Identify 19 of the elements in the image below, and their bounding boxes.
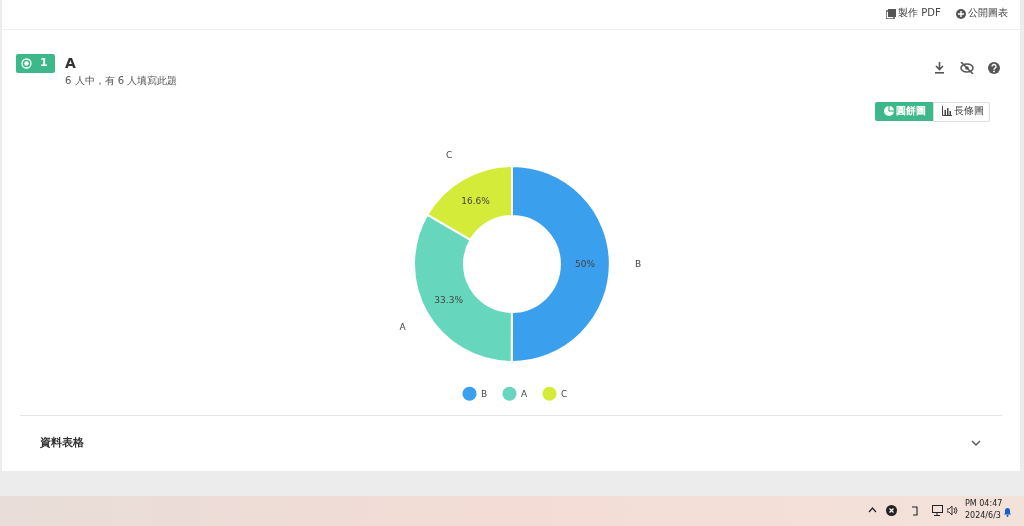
data-label: 33.3% — [434, 295, 464, 306]
text: 長條圖 — [954, 104, 984, 118]
legend-label: C — [561, 388, 568, 399]
legend-label: A — [521, 388, 528, 399]
legend-label: B — [481, 388, 488, 399]
slice-label: A — [399, 321, 407, 332]
text: 公開圖表 — [968, 6, 1008, 20]
data-label: 16.6% — [461, 195, 491, 206]
text: 1 — [40, 56, 48, 69]
text: 6 人中，有 6 人填寫此題 — [65, 74, 178, 88]
text: 製作 PDF — [898, 6, 941, 20]
slice-label: C — [446, 149, 453, 160]
text: PM 04:47 — [965, 499, 1003, 508]
data-label: 50% — [574, 259, 596, 270]
text: 2024/6/3 — [965, 511, 1001, 520]
text: 資料表格 — [40, 435, 84, 450]
text: A — [65, 55, 76, 71]
slice-label: B — [634, 259, 642, 270]
text: 圓餅圖 — [896, 104, 926, 118]
